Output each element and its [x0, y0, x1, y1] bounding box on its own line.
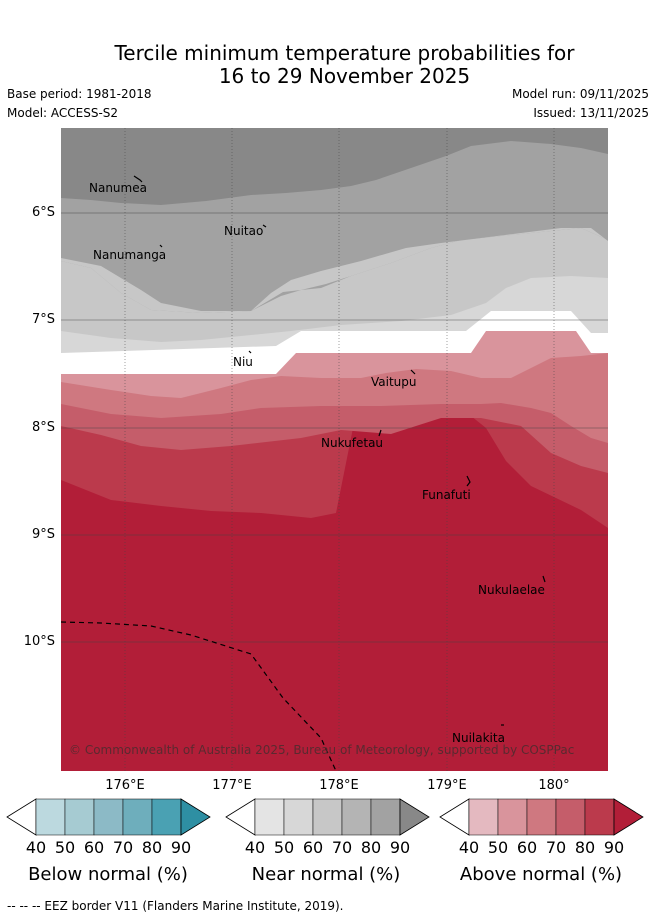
lon-label: 178°E [319, 778, 359, 793]
colorbar-above-normal [439, 798, 644, 836]
lon-label: 179°E [427, 778, 467, 793]
place-label: Niu [233, 355, 253, 369]
colorbar-tick-label: 50 [487, 838, 509, 857]
colorbar-max-extension [399, 798, 430, 836]
issued-date: Issued: 13/11/2025 [533, 106, 649, 120]
colorbar-tick-label: 50 [273, 838, 295, 857]
colorbar-tick-label: 40 [244, 838, 266, 857]
colorbar-tick-label: 90 [389, 838, 411, 857]
copyright-notice: © Commonwealth of Australia 2025, Bureau… [69, 743, 575, 757]
area-near-80 [61, 128, 608, 205]
eez-legend-footer: -- -- -- EEZ border V11 (Flanders Marine… [7, 899, 344, 913]
colorbar-tick-label: 60 [83, 838, 105, 857]
colorbars [6, 798, 644, 836]
colorbar-segment [526, 798, 557, 836]
colorbar-tick-label: 40 [458, 838, 480, 857]
lat-label: 8°S [31, 420, 55, 435]
colorbar-min-extension [6, 798, 37, 836]
colorbar-segment [254, 798, 285, 836]
colorbar-tick-label: 70 [112, 838, 134, 857]
colorbar-tick-label: 60 [302, 838, 324, 857]
place-label: Nuilakita [452, 731, 505, 745]
colorbar-tick-label: 80 [574, 838, 596, 857]
chart-title-line1: Tercile minimum temperature probabilitie… [114, 41, 575, 65]
colorbar-segment [555, 798, 586, 836]
place-label: Nukulaelae [478, 583, 545, 597]
colorbar-min-extension [225, 798, 256, 836]
colorbar-tick-label: 70 [331, 838, 353, 857]
lon-label: 180° [538, 778, 570, 793]
colorbar-segment [283, 798, 314, 836]
place-label: Nuitao [224, 224, 264, 238]
colorbar-tick-label: 70 [545, 838, 567, 857]
lat-label: 10°S [23, 634, 55, 649]
grid-lines-lat [61, 212, 608, 643]
colorbar-min-extension [439, 798, 470, 836]
island-marks [133, 175, 546, 726]
colorbar-tick-label: 90 [170, 838, 192, 857]
lat-label: 6°S [31, 205, 55, 220]
colorbar-tick-label: 80 [360, 838, 382, 857]
colorbar-segment [584, 798, 615, 836]
place-label: Vaitupu [371, 375, 417, 389]
colorbar-tick-label: 50 [54, 838, 76, 857]
colorbar-segment [64, 798, 95, 836]
grid-lines [124, 128, 555, 771]
map-plot [61, 128, 608, 771]
colorbar-near-normal [225, 798, 430, 836]
model-name: Model: ACCESS-S2 [7, 106, 119, 120]
place-label: Funafuti [422, 488, 471, 502]
colorbar-tick-label: 80 [141, 838, 163, 857]
colorbar-tick-label: 60 [516, 838, 538, 857]
lat-label: 7°S [31, 312, 55, 327]
colorbar-label-below: Below normal (%) [28, 864, 188, 885]
colorbar-tick-label: 40 [25, 838, 47, 857]
lon-label: 177°E [212, 778, 252, 793]
colorbar-max-extension [613, 798, 644, 836]
eez-border [61, 621, 337, 771]
colorbar-label-near: Near normal (%) [251, 864, 401, 885]
base-period: Base period: 1981-2018 [7, 87, 152, 101]
colorbar-max-extension [180, 798, 211, 836]
place-label: Nanumea [89, 181, 147, 195]
colorbar-segment [468, 798, 499, 836]
colorbar-segment [497, 798, 528, 836]
colorbar-segment [93, 798, 124, 836]
colorbar-tick-label: 90 [603, 838, 625, 857]
lon-label: 176°E [105, 778, 145, 793]
colorbar-segment [35, 798, 66, 836]
place-label: Nukufetau [321, 436, 384, 450]
colorbar-segment [312, 798, 343, 836]
colorbar-label-above: Above normal (%) [459, 864, 623, 885]
place-label: Nanumanga [93, 248, 167, 262]
colorbar-segment [122, 798, 153, 836]
colorbar-segment [151, 798, 182, 836]
colorbar-segment [370, 798, 401, 836]
colorbar-below-normal [6, 798, 211, 836]
chart-title-line2: 16 to 29 November 2025 [218, 64, 471, 88]
lat-label: 9°S [31, 527, 55, 542]
model-run: Model run: 09/11/2025 [511, 87, 649, 101]
colorbar-segment [341, 798, 372, 836]
